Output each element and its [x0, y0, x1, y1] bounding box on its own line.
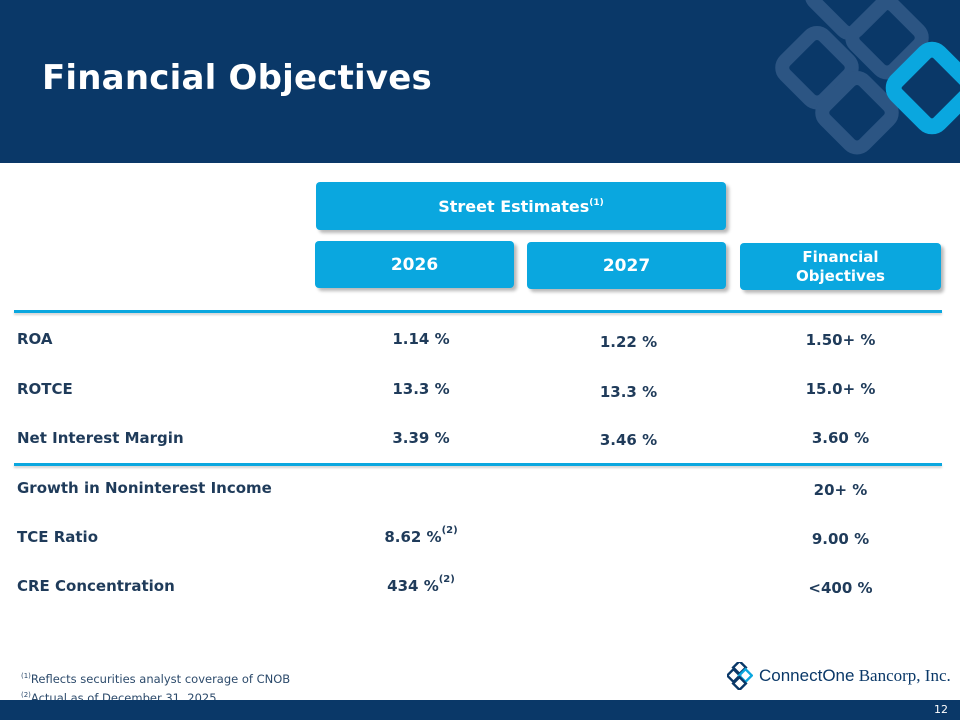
footnote-marker: (2): [21, 690, 31, 699]
objectives-label-line2: Objectives: [796, 266, 885, 285]
value-objective: 3.60 %: [811, 429, 870, 447]
header-banner: Financial Objectives: [0, 0, 960, 163]
value-objective: 9.00 %: [811, 530, 870, 548]
footnote-text: Reflects securities analyst coverage of …: [30, 671, 291, 686]
footer-bar: 12: [0, 700, 960, 720]
page-number: 12: [934, 703, 948, 716]
footnote-marker: (1): [21, 672, 31, 680]
year-2027-header: 2027: [527, 242, 726, 289]
year-2026-header: 2026: [315, 241, 514, 288]
value-2026-number: 434 %: [387, 577, 439, 595]
value-2026: 8.62 %(2): [315, 525, 527, 546]
footnote-marker: (2): [438, 574, 455, 585]
objectives-label-line1: Financial: [802, 247, 879, 266]
row-label: ROA: [17, 330, 53, 348]
logo-name-part2: Bancorp, Inc.: [858, 666, 951, 685]
row-label: TCE Ratio: [17, 528, 98, 546]
value-objective: 1.50+ %: [805, 331, 876, 349]
value-2026: 3.39 %: [392, 429, 450, 447]
value-objective: 15.0+ %: [805, 380, 876, 398]
diamond-pattern-icon: [775, 0, 960, 155]
divider: [14, 463, 942, 466]
value-2026: 1.14 %: [392, 330, 450, 348]
connectone-logo-icon: [727, 662, 753, 690]
table-row: Growth in Noninterest Income 20+ %: [0, 479, 960, 503]
page-title: Financial Objectives: [42, 58, 432, 98]
street-estimates-label: Street Estimates: [438, 196, 590, 216]
value-objective: 20+ %: [813, 481, 868, 499]
row-label: ROTCE: [17, 380, 73, 398]
table-row: CRE Concentration 434 %(2) <400 %: [0, 574, 960, 601]
table-row: ROTCE 13.3 % 13.3 % 15.0+ %: [0, 380, 960, 404]
footnote: (1)Reflects securities analyst coverage …: [21, 668, 290, 687]
value-2026-number: 8.62 %: [384, 528, 442, 546]
row-label: Net Interest Margin: [17, 429, 184, 447]
value-2026: 434 %(2): [315, 574, 527, 595]
value-2027: 1.22 %: [599, 333, 658, 351]
table-row: Net Interest Margin 3.39 % 3.46 % 3.60 %: [0, 429, 960, 453]
value-objective: <400 %: [808, 579, 873, 597]
value-2027: 3.46 %: [599, 431, 658, 449]
logo-wordmark: ConnectOne Bancorp, Inc.: [759, 666, 951, 686]
footnote-marker: (1): [589, 198, 604, 208]
logo-name-part1: ConnectOne: [759, 666, 855, 685]
row-label: CRE Concentration: [17, 577, 175, 595]
footnote-marker: (2): [441, 525, 458, 536]
table-row: TCE Ratio 8.62 %(2) 9.00 %: [0, 525, 960, 552]
row-label: Growth in Noninterest Income: [17, 479, 272, 497]
table-row: ROA 1.14 % 1.22 % 1.50+ %: [0, 330, 960, 354]
financial-objectives-header: Financial Objectives: [740, 243, 941, 290]
divider: [14, 310, 942, 313]
company-logo: ConnectOne Bancorp, Inc.: [727, 661, 951, 691]
street-estimates-header: Street Estimates (1): [316, 182, 726, 230]
value-2027: 13.3 %: [599, 383, 658, 401]
value-2026: 13.3 %: [392, 380, 450, 398]
